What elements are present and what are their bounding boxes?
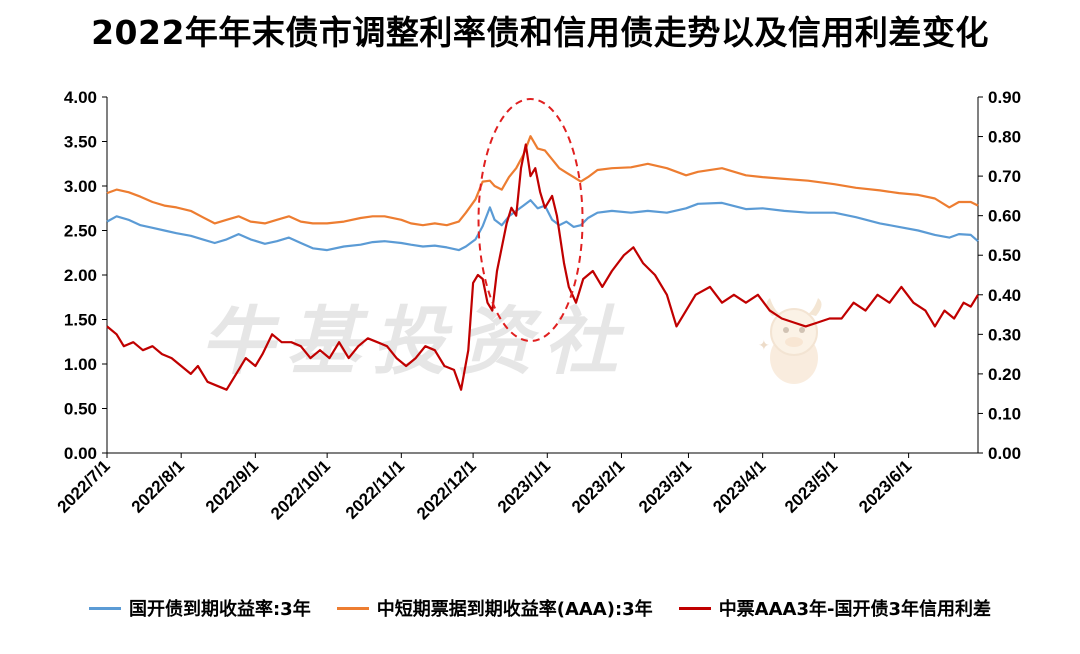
legend-swatch-orange bbox=[336, 606, 369, 610]
y-left-tick-label: 2.00 bbox=[64, 266, 97, 285]
y-right-tick-label: 0.50 bbox=[988, 246, 1021, 265]
watermark-text: 牛基投资社 bbox=[200, 299, 630, 385]
x-tick-label: 2023/3/1 bbox=[635, 456, 695, 516]
series-line-0 bbox=[106, 199, 979, 252]
y-left-tick-label: 0.00 bbox=[64, 444, 97, 463]
legend-label: 中短期票据到期收益率(AAA):3年 bbox=[376, 599, 653, 620]
x-tick-label: 2022/12/1 bbox=[413, 456, 480, 523]
highlight-ellipse bbox=[477, 98, 584, 342]
legend-label: 中票AAA3年-国开债3年信用利差 bbox=[718, 599, 991, 620]
x-tick-label: 2023/2/1 bbox=[568, 456, 628, 516]
legend-item-credit-spread: 中票AAA3年-国开债3年信用利差 bbox=[678, 595, 991, 621]
y-right-tick-label: 0.30 bbox=[988, 325, 1021, 344]
y-left-tick-label: 4.00 bbox=[64, 88, 97, 107]
y-right-tick-label: 0.60 bbox=[988, 207, 1021, 226]
x-tick-label: 2022/7/1 bbox=[54, 456, 114, 516]
x-tick-label: 2022/10/1 bbox=[267, 456, 334, 523]
chart-title: 2022年年末债市调整利率债和信用债走势以及信用利差变化 bbox=[91, 13, 989, 52]
y-left-tick-label: 1.50 bbox=[64, 311, 97, 330]
legend-swatch-blue bbox=[88, 606, 121, 610]
x-tick-label: 2023/6/1 bbox=[855, 456, 915, 516]
y-left-tick-label: 0.50 bbox=[64, 400, 97, 419]
x-tick-label: 2022/8/1 bbox=[128, 456, 188, 516]
mascot-logo: ✦ bbox=[758, 298, 822, 384]
legend: 国开债到期收益率:3年 中短期票据到期收益率(AAA):3年 中票AAA3年-国… bbox=[0, 593, 1080, 623]
svg-text:✦: ✦ bbox=[758, 338, 770, 354]
y-right-tick-label: 0.80 bbox=[988, 128, 1021, 147]
series-line-2 bbox=[106, 143, 979, 391]
y-right-tick-label: 0.00 bbox=[988, 444, 1021, 463]
y-left-tick-label: 2.50 bbox=[64, 222, 97, 241]
legend-item-mtn-yield: 中短期票据到期收益率(AAA):3年 bbox=[336, 595, 653, 621]
y-right-tick-label: 0.20 bbox=[988, 365, 1021, 384]
y-right-tick-label: 0.40 bbox=[988, 286, 1021, 305]
x-tick-label: 2023/5/1 bbox=[781, 456, 841, 516]
x-tick-label: 2022/9/1 bbox=[202, 456, 262, 516]
y-right-tick-label: 0.10 bbox=[988, 404, 1021, 423]
series-line-1 bbox=[106, 135, 979, 227]
x-tick-label: 2022/11/1 bbox=[342, 456, 408, 522]
y-left-tick-label: 3.50 bbox=[64, 133, 97, 152]
y-right-tick-label: 0.90 bbox=[988, 88, 1021, 107]
legend-swatch-red bbox=[678, 606, 711, 610]
x-tick-label: 2023/1/1 bbox=[494, 456, 554, 516]
y-left-tick-label: 1.00 bbox=[64, 355, 97, 374]
legend-label: 国开债到期收益率:3年 bbox=[128, 599, 311, 620]
x-tick-label: 2023/4/1 bbox=[709, 456, 769, 516]
legend-item-cdb-yield: 国开债到期收益率:3年 bbox=[88, 595, 311, 621]
y-right-tick-label: 0.70 bbox=[988, 167, 1021, 186]
chart-canvas: 0.00 0.50 1.00 1.50 2.00 2.50 3.00 3.50 4.00 0.00… bbox=[54, 88, 1022, 523]
y-left-tick-label: 3.00 bbox=[64, 177, 97, 196]
